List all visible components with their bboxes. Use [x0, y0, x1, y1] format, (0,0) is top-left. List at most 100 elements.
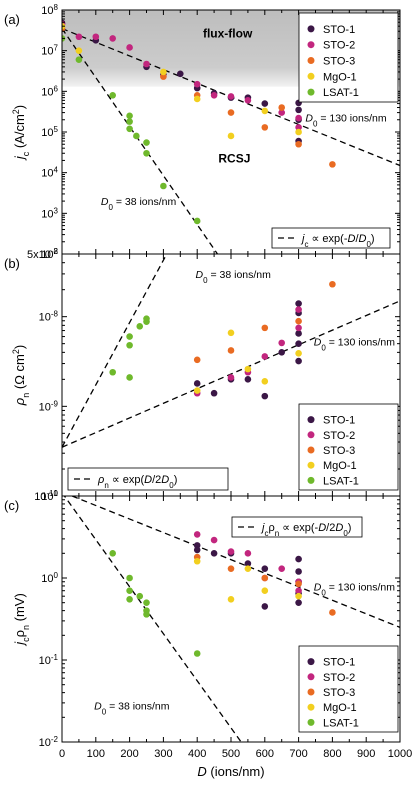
fit-label-D0-38: D0 = 38 ions/nm [196, 269, 272, 285]
point-lsat-1 [75, 56, 83, 63]
y-tick-label: 101 [41, 489, 58, 504]
point-sto-1 [295, 330, 302, 337]
y-axis-title: ρn (Ω cm2) [11, 345, 31, 406]
point-sto-2 [295, 587, 302, 595]
legend-marker-sto-3 [307, 57, 315, 64]
fit-label-D0-130: D0 = 130 ions/nm [314, 582, 395, 598]
point-sto-1 [261, 100, 269, 107]
point-sto-2 [75, 33, 83, 41]
legend-marker-sto-2 [307, 41, 315, 49]
point-sto-3 [261, 574, 269, 582]
legend-label-sto-1: STO-1 [323, 24, 355, 36]
point-lsat-1 [126, 125, 133, 133]
panel-b: D0 = 130 ions/nm D0 = 38 ions/nm 10-10 10-9… [4, 247, 401, 503]
fit-legend-text: jcρn ∝ exp(-D/2D0) [260, 522, 351, 538]
x-tick-label: 500 [222, 748, 240, 760]
x-axis-title: D (ions/nm) [197, 764, 264, 779]
x-tick-label: 700 [289, 748, 307, 760]
fit-line-D0-38 [63, 496, 242, 742]
point-sto-3 [160, 73, 167, 80]
point-sto-3 [227, 347, 235, 354]
point-mgo-1 [160, 68, 167, 76]
point-lsat-1 [143, 599, 150, 606]
y-axis-title: jc (A/cm2) [11, 105, 31, 161]
point-lsat-1 [136, 323, 144, 330]
point-lsat-1 [160, 182, 167, 190]
point-sto-1 [210, 550, 218, 557]
point-sto-3 [261, 324, 269, 332]
point-lsat-1 [143, 315, 150, 322]
point-mgo-1 [193, 95, 201, 103]
panel-label: (b) [4, 256, 20, 271]
series-legend-box [298, 12, 399, 103]
fit-lines [63, 496, 400, 742]
point-lsat-1 [126, 587, 133, 595]
point-sto-1 [261, 603, 269, 610]
fit-legend-box [271, 227, 391, 249]
legend-label-sto-3: STO-3 [323, 687, 355, 699]
point-sto-1 [244, 376, 252, 383]
legend-label-lsat-1: LSAT-1 [323, 475, 359, 487]
legend-marker-sto-3 [307, 688, 315, 696]
point-sto-2 [244, 97, 252, 104]
point-sto-1 [295, 106, 302, 114]
point-sto-3 [295, 580, 302, 588]
point-mgo-1 [227, 329, 235, 337]
legend-label-sto-3: STO-3 [323, 56, 355, 68]
legend-label-sto-1: STO-1 [323, 415, 355, 427]
y-tick-label: 108 [41, 3, 58, 18]
point-sto-1 [295, 568, 302, 575]
point-lsat-1 [109, 368, 116, 376]
legend-marker-sto-1 [307, 416, 315, 424]
legend-label-mgo-1: MgO-1 [323, 71, 357, 83]
point-sto-2 [295, 114, 302, 122]
panel-label: (c) [4, 498, 19, 513]
legend-label-sto-2: STO-2 [323, 672, 355, 684]
y-tick-label: 102 [41, 247, 58, 262]
point-mgo-1 [261, 378, 269, 385]
point-sto-1 [193, 380, 201, 387]
point-lsat-1 [133, 132, 140, 140]
y-tick-label: 105 [41, 125, 58, 140]
point-sto-2 [109, 35, 116, 42]
y-tick-label: 10-1 [39, 653, 59, 668]
point-sto-1 [193, 546, 201, 554]
point-sto-3 [295, 140, 302, 148]
fit-line-D0-38 [62, 28, 219, 254]
fit-legend-text: ρn ∝ exp(D/2D0) [97, 474, 177, 490]
point-lsat-1 [143, 611, 150, 618]
panel-label: (a) [4, 12, 20, 27]
x-ticks [61, 496, 401, 742]
y-tick-label: 106 [41, 84, 58, 99]
point-sto-2 [143, 60, 150, 68]
point-sto-1 [177, 70, 184, 78]
point-lsat-1 [126, 341, 133, 349]
point-mgo-1 [227, 132, 235, 140]
point-lsat-1 [193, 650, 201, 657]
fit-line-D0-38 [62, 254, 168, 448]
point-sto-3 [261, 124, 269, 131]
point-sto-3 [329, 161, 336, 168]
point-sto-1 [261, 392, 269, 400]
fit-line-D0-130 [71, 496, 400, 628]
fit-lines [62, 254, 400, 448]
point-sto-2 [278, 339, 286, 347]
fit-label-D0-38: D0 = 38 ions/nm [101, 196, 177, 212]
fit-label-D0-130: D0 = 130 ions/nm [314, 336, 395, 352]
point-sto-2 [210, 536, 218, 544]
legend-marker-sto-1 [307, 658, 315, 666]
point-mgo-1 [193, 387, 201, 394]
point-sto-2 [227, 93, 235, 100]
legend-label-sto-2: STO-2 [323, 40, 355, 52]
x-tick-label: 800 [323, 748, 341, 760]
x-tick-label: 100 [87, 748, 105, 760]
series-legend-box [298, 645, 399, 733]
panel-c: D0 = 130 ions/nm D0 = 38 ions/nm 10-2 10-1 1… [4, 489, 401, 749]
point-mgo-1 [295, 350, 302, 357]
point-sto-2 [295, 306, 302, 313]
legend-label-sto-2: STO-2 [323, 430, 355, 442]
point-sto-1 [295, 599, 302, 606]
panel-a: flux-flow RCSJ D0 = 130 ions/nm D0 = 38 ion… [4, 3, 401, 262]
x-tick-label: 900 [357, 748, 375, 760]
